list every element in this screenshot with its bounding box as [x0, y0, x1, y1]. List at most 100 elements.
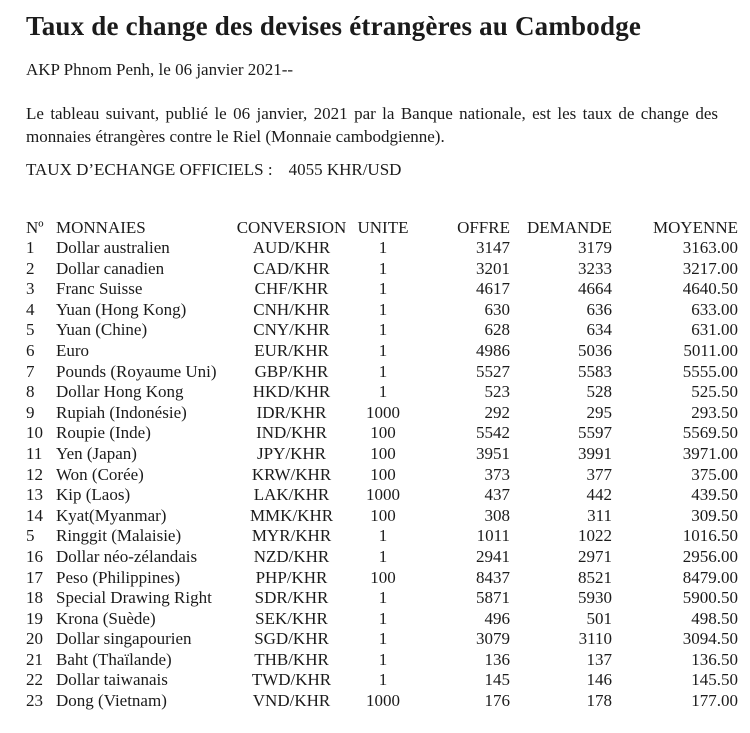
column-header-demand: DEMANDE — [527, 218, 612, 237]
currency-name-cell: Yuan (Chine) — [56, 320, 148, 340]
average-rate-cell: 498.50 — [691, 608, 738, 628]
average-rate-cell: 4640.50 — [682, 279, 738, 299]
average-rate-cell: 5569.50 — [682, 423, 738, 443]
demand-rate-cell: 178 — [586, 691, 613, 711]
column-header-unit: UNITE — [357, 218, 409, 237]
row-number-cell: 5 — [26, 320, 35, 340]
column-header-offer: OFFRE — [457, 218, 510, 237]
row-number-cell: 18 — [26, 588, 43, 608]
average-rate-cell: 631.00 — [691, 320, 738, 340]
unit-cell: 1 — [378, 588, 388, 608]
table-row: 3 Franc Suisse CHF/KHR 1 4617 4664 4640.… — [26, 279, 738, 300]
demand-rate-cell: 4664 — [578, 279, 612, 299]
row-number-cell: 13 — [26, 485, 43, 505]
intro-line-1: Le tableau suivant, publié le 06 janvier… — [26, 104, 718, 123]
average-rate-cell: 145.50 — [691, 670, 738, 690]
row-number-cell: 8 — [26, 382, 35, 402]
conversion-pair-cell: SEK/KHR — [255, 608, 328, 628]
currency-name-cell: Rupiah (Indonésie) — [56, 402, 187, 422]
conversion-pair-cell: GBP/KHR — [254, 361, 329, 381]
table-row: 21 Baht (Thaïlande) THB/KHR 1 136 137 13… — [26, 650, 738, 671]
currency-name-cell: Pounds (Royaume Uni) — [56, 361, 217, 381]
demand-rate-cell: 528 — [586, 382, 613, 402]
table-row: 16 Dollar néo-zélandais NZD/KHR 1 2941 2… — [26, 547, 738, 568]
row-number-cell: 19 — [26, 608, 43, 628]
unit-cell: 100 — [370, 505, 396, 525]
unit-cell: 1 — [378, 526, 388, 546]
conversion-pair-cell: CNY/KHR — [253, 320, 330, 340]
row-number-cell: 14 — [26, 505, 43, 525]
currency-name-cell: Won (Corée) — [56, 464, 144, 484]
demand-rate-cell: 377 — [586, 464, 613, 484]
demand-rate-cell: 3233 — [578, 258, 612, 278]
conversion-pair-cell: MYR/KHR — [251, 526, 332, 546]
average-rate-cell: 633.00 — [691, 299, 738, 319]
offer-rate-cell: 3951 — [476, 443, 510, 463]
offer-rate-cell: 628 — [484, 320, 511, 340]
table-row: 20 Dollar singapourien SGD/KHR 1 3079 31… — [26, 629, 738, 650]
table-row: 17 Peso (Philippines) PHP/KHR 100 8437 8… — [26, 568, 738, 589]
row-number-cell: 23 — [26, 691, 43, 711]
demand-rate-cell: 634 — [586, 320, 613, 340]
dateline: AKP Phnom Penh, le 06 janvier 2021-- — [26, 60, 294, 79]
row-number-cell: 5 — [26, 526, 35, 546]
conversion-pair-cell: TWD/KHR — [251, 670, 332, 690]
average-rate-cell: 177.00 — [691, 691, 738, 711]
table-row: 6 Euro EUR/KHR 1 4986 5036 5011.00 — [26, 341, 738, 362]
average-rate-cell: 375.00 — [691, 464, 738, 484]
currency-name-cell: Dollar singapourien — [56, 629, 192, 649]
row-number-cell: 6 — [26, 340, 35, 360]
currency-name-cell: Kyat(Myanmar) — [56, 505, 167, 525]
row-number-cell: 4 — [26, 299, 35, 319]
conversion-pair-cell: CHF/KHR — [254, 279, 329, 299]
conversion-pair-cell: THB/KHR — [254, 649, 329, 669]
demand-rate-cell: 311 — [587, 505, 612, 525]
row-number-cell: 3 — [26, 279, 35, 299]
table-row: 14 Kyat(Myanmar) MMK/KHR 100 308 311 309… — [26, 506, 738, 527]
conversion-pair-cell: AUD/KHR — [252, 238, 331, 257]
official-rate-line: TAUX D’ECHANGE OFFICIELS : 4055 KHR/USD — [26, 159, 738, 181]
table-header-row: Nº MONNAIES CONVERSION UNITE OFFRE DEMAN… — [26, 217, 738, 238]
conversion-pair-cell: IDR/KHR — [256, 402, 327, 422]
conversion-pair-cell: SDR/KHR — [254, 588, 329, 608]
average-rate-cell: 5555.00 — [682, 361, 738, 381]
conversion-pair-cell: SGD/KHR — [254, 629, 329, 649]
currency-name-cell: Dong (Vietnam) — [56, 691, 167, 711]
conversion-pair-cell: EUR/KHR — [254, 340, 329, 360]
conversion-pair-cell: KRW/KHR — [251, 464, 332, 484]
offer-rate-cell: 5527 — [476, 361, 510, 381]
offer-rate-cell: 3079 — [476, 629, 510, 649]
average-rate-cell: 3094.50 — [682, 629, 738, 649]
demand-rate-cell: 3179 — [578, 238, 612, 257]
table-row: 5 Yuan (Chine) CNY/KHR 1 628 634 631.00 — [26, 320, 738, 341]
row-number-cell: 22 — [26, 670, 43, 690]
unit-cell: 1 — [378, 361, 388, 381]
demand-rate-cell: 5597 — [578, 423, 612, 443]
offer-rate-cell: 5542 — [476, 423, 510, 443]
table-row: 4 Yuan (Hong Kong) CNH/KHR 1 630 636 633… — [26, 300, 738, 321]
column-header-conversion: CONVERSION — [236, 218, 347, 237]
unit-cell: 1000 — [366, 485, 400, 505]
demand-rate-cell: 5583 — [578, 361, 612, 381]
average-rate-cell: 525.50 — [691, 382, 738, 402]
demand-rate-cell: 2971 — [578, 546, 612, 566]
demand-rate-cell: 501 — [586, 608, 613, 628]
official-rate-label: TAUX D’ECHANGE OFFICIELS : — [26, 160, 273, 179]
unit-cell: 100 — [370, 464, 396, 484]
demand-rate-cell: 3110 — [578, 629, 612, 649]
currency-name-cell: Dollar australien — [56, 238, 170, 257]
unit-cell: 100 — [370, 423, 396, 443]
demand-rate-cell: 442 — [586, 485, 613, 505]
page-title: Taux de change des devises étrangères au… — [26, 11, 642, 41]
offer-rate-cell: 5871 — [476, 588, 510, 608]
currency-name-cell: Peso (Philippines) — [56, 567, 181, 587]
offer-rate-cell: 292 — [484, 402, 511, 422]
demand-rate-cell: 1022 — [578, 526, 612, 546]
intro-line-2: monnaies étrangères contre le Riel (Monn… — [26, 127, 445, 146]
unit-cell: 1 — [378, 382, 388, 402]
conversion-pair-cell: CAD/KHR — [253, 258, 330, 278]
column-header-average: MOYENNE — [653, 218, 738, 237]
unit-cell: 1 — [378, 340, 388, 360]
unit-cell: 1000 — [366, 691, 400, 711]
offer-rate-cell: 2941 — [476, 546, 510, 566]
